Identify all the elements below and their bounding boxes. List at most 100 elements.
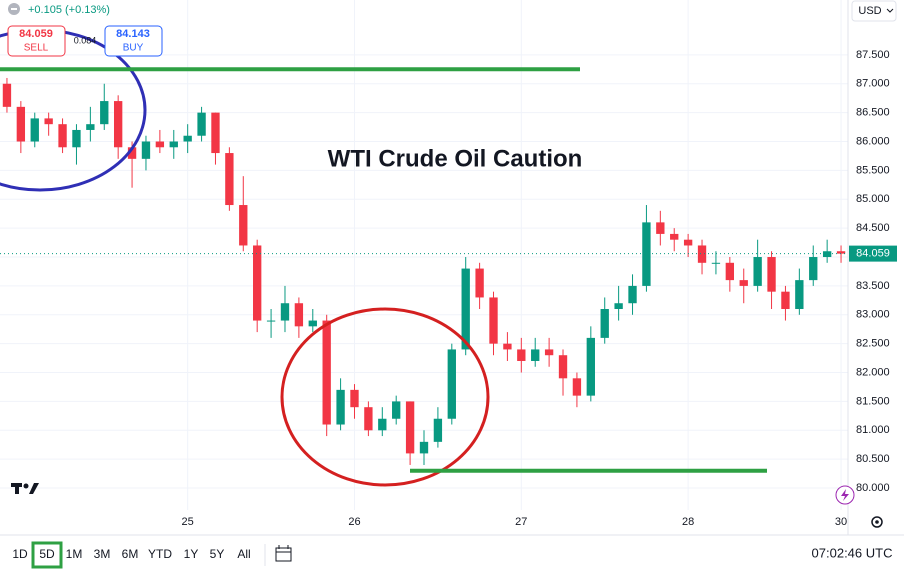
tv-logo	[11, 483, 39, 494]
currency-button[interactable]	[851, 0, 897, 22]
range-button[interactable]: 1M	[66, 547, 83, 561]
candle-body	[364, 407, 373, 431]
y-tick-label: 87.500	[856, 49, 890, 61]
last-price-box	[849, 245, 897, 262]
buy-label[interactable]: BUY	[123, 43, 144, 54]
candle-body	[809, 257, 818, 281]
candle-body	[141, 141, 151, 159]
candle-body	[447, 349, 456, 419]
currency-caret	[886, 8, 894, 13]
candle-body	[253, 245, 262, 321]
candle-body	[433, 418, 443, 442]
y-tick-label: 83.000	[856, 309, 890, 321]
range-button[interactable]: 3M	[94, 547, 111, 561]
change: +0.105 (+0.13%)	[28, 4, 110, 16]
range-selected	[31, 541, 63, 569]
settings-icon[interactable]	[871, 516, 883, 528]
range-button[interactable]: 1Y	[184, 547, 199, 561]
candle-body	[586, 337, 595, 396]
candle-body	[614, 303, 623, 310]
candle-body	[392, 401, 401, 419]
candle-body	[183, 135, 192, 142]
candle-body	[628, 285, 637, 304]
buy-price[interactable]: 84.143	[116, 28, 150, 40]
grid	[0, 0, 848, 510]
range-button[interactable]: 1D	[12, 547, 28, 561]
candle-body	[336, 389, 345, 425]
candle-body	[113, 101, 123, 148]
candle-body	[211, 112, 220, 154]
range-button[interactable]: 5D	[39, 547, 55, 561]
candle-body	[642, 222, 651, 286]
candle-body	[127, 147, 137, 159]
candle-body	[503, 343, 512, 350]
settings-icon-dot	[875, 520, 879, 524]
y-tick-label: 82.000	[856, 366, 890, 378]
candle-body	[225, 153, 234, 206]
buy-button[interactable]	[104, 25, 163, 57]
y-tick-label: 83.500	[856, 280, 890, 292]
candle-body	[308, 320, 317, 327]
range-button[interactable]: 6M	[122, 547, 139, 561]
candle-body	[572, 378, 582, 396]
last-price-label: 84.059	[856, 248, 890, 260]
candle-body	[725, 262, 735, 281]
y-tick-label: 82.500	[856, 338, 890, 350]
x-tick-label: 30	[835, 516, 847, 528]
spread: 0.084	[74, 35, 97, 45]
clock: 07:02:46 UTC	[812, 545, 893, 560]
y-tick-label: 85.500	[856, 164, 890, 176]
candle-body	[419, 441, 429, 454]
y-tick-label: 80.500	[856, 453, 890, 465]
range-button[interactable]: All	[237, 547, 250, 561]
candle-body	[72, 129, 81, 148]
candle-body	[697, 245, 707, 263]
y-tick-label: 86.500	[856, 107, 890, 119]
candle-body	[86, 124, 95, 130]
red-circle	[280, 307, 490, 487]
y-tick-label: 84.500	[856, 222, 890, 234]
y-tick-label: 85.000	[856, 193, 890, 205]
x-tick-label: 25	[182, 516, 194, 528]
candle-body	[405, 401, 415, 454]
candle-body	[656, 222, 665, 234]
currency[interactable]: USD	[858, 5, 881, 17]
candle-body	[767, 257, 776, 292]
candle-body	[475, 268, 484, 298]
lightning-bolt	[841, 489, 849, 501]
range-button[interactable]: YTD	[148, 547, 172, 561]
candle-body	[30, 118, 39, 142]
calendar-icon[interactable]	[275, 545, 292, 562]
candle-body	[58, 124, 67, 148]
candle-body	[822, 251, 832, 258]
candle-body	[16, 106, 26, 142]
candle-body	[155, 141, 165, 148]
candle-body	[378, 418, 387, 431]
candle-body	[100, 101, 109, 125]
y-tick-label: 86.000	[856, 135, 890, 147]
candle-body	[683, 239, 693, 246]
candle-body	[558, 355, 568, 379]
candle-body	[350, 389, 359, 408]
range-button[interactable]: 5Y	[210, 547, 225, 561]
candle-body	[517, 349, 526, 361]
candle-body	[781, 291, 790, 310]
candle-body	[280, 303, 290, 321]
candle-body	[711, 262, 721, 264]
sell-button[interactable]	[7, 25, 66, 57]
x-tick-label: 28	[682, 516, 694, 528]
y-tick-label: 80.000	[856, 482, 890, 494]
candle-body	[2, 83, 12, 107]
candle-body	[266, 320, 276, 322]
sell-label[interactable]: SELL	[24, 43, 49, 54]
x-tick-label: 26	[348, 516, 360, 528]
sell-price[interactable]: 84.059	[19, 28, 53, 40]
candle-body	[836, 251, 846, 254]
candle-body	[239, 205, 248, 246]
candle-body	[600, 309, 609, 338]
candle-body	[670, 233, 679, 240]
candle-body	[461, 268, 470, 350]
candle-body	[197, 112, 206, 136]
y-tick-label: 81.000	[856, 424, 890, 436]
